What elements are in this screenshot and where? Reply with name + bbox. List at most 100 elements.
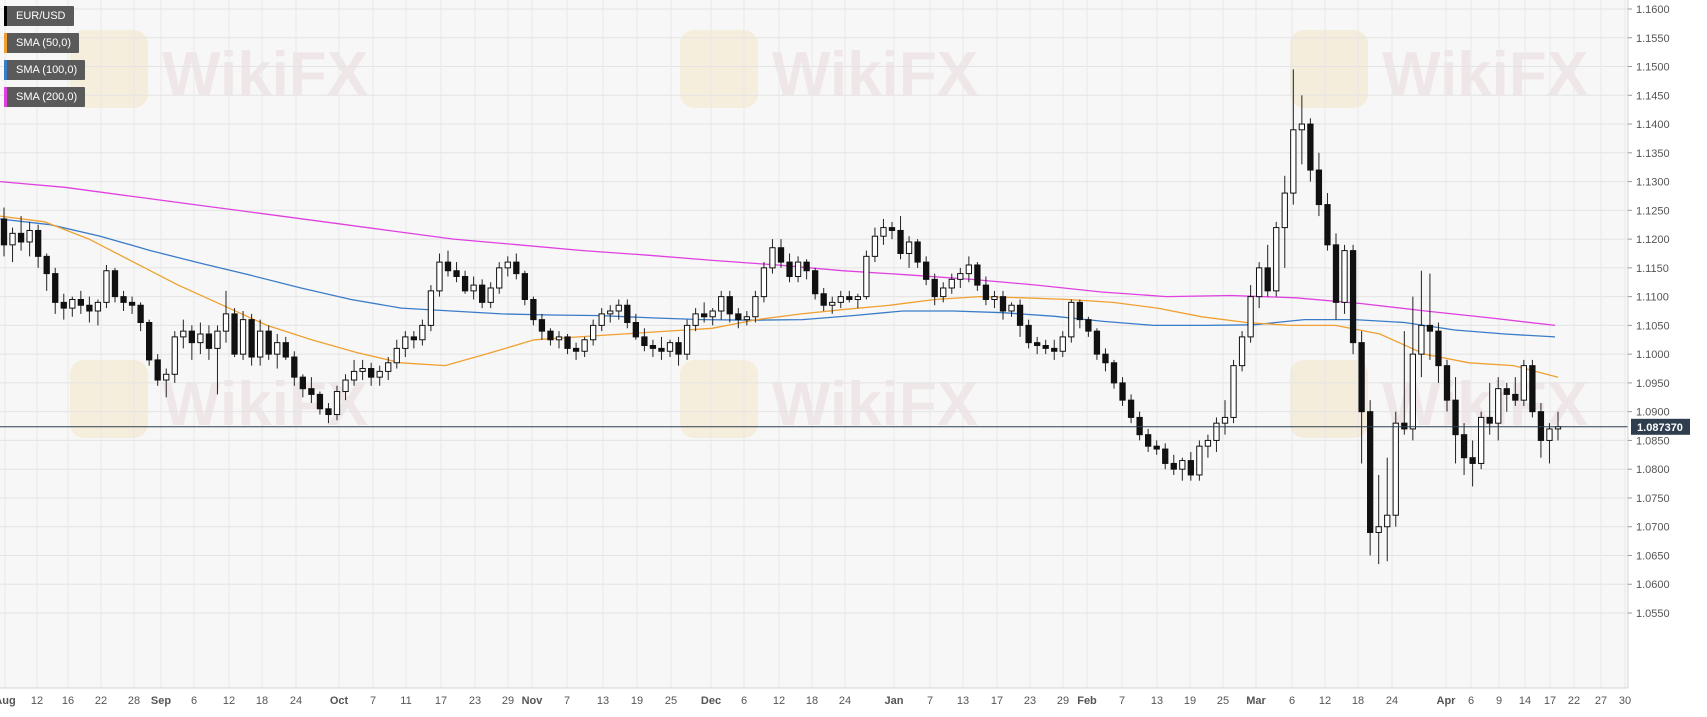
candle-down	[205, 333, 213, 349]
candle-down	[231, 313, 238, 355]
x-tick-label: 12	[1319, 695, 1331, 707]
candle-up	[385, 362, 392, 372]
candle-up	[880, 227, 887, 237]
x-tick-label: 6	[1289, 695, 1295, 707]
candle-down	[923, 261, 930, 280]
candle-up	[1478, 416, 1485, 464]
candle-up	[957, 273, 964, 280]
y-tick-label: 1.1600	[1636, 4, 1670, 16]
x-tick-label: 16	[62, 695, 74, 707]
watermark-text: WikiFX	[162, 370, 368, 439]
candle-up	[615, 304, 622, 312]
candle-down	[564, 336, 571, 349]
candle-up	[342, 379, 349, 393]
legend-item-sma200[interactable]: SMA (200,0)	[4, 87, 86, 107]
watermark-logo	[70, 360, 148, 438]
watermark: WikiFX	[680, 360, 978, 439]
candle-down	[248, 319, 255, 358]
y-tick-label: 1.0650	[1636, 550, 1670, 562]
candle-down	[77, 298, 84, 306]
x-tick-label: 6	[191, 695, 197, 707]
candle-up	[555, 336, 563, 341]
legend-item-sma100[interactable]: SMA (100,0)	[4, 60, 86, 80]
candle-up	[1546, 428, 1553, 441]
candle-down	[914, 241, 921, 263]
x-tick-label: 7	[370, 695, 376, 707]
candle-up	[1204, 439, 1212, 447]
candle-down	[513, 261, 520, 275]
candle-down	[974, 264, 981, 286]
candle-down	[410, 336, 417, 341]
candle-down	[299, 376, 306, 390]
x-tick-label: 24	[1386, 695, 1398, 707]
candle-up	[1247, 296, 1254, 338]
candle-up	[718, 296, 725, 312]
legend-label: SMA (200,0)	[16, 91, 78, 103]
candle-down	[1051, 347, 1058, 352]
legend-item-sma50[interactable]: SMA (50,0)	[4, 33, 80, 53]
candle-up	[359, 368, 366, 372]
candle-down	[52, 273, 59, 303]
candle-up	[1281, 192, 1288, 229]
candle-up	[769, 247, 776, 269]
candle-down	[641, 336, 648, 347]
candle-up	[607, 310, 614, 315]
candle-down	[453, 270, 460, 277]
candle-down	[17, 232, 25, 243]
candle-up	[197, 333, 204, 344]
candle-down	[726, 296, 733, 315]
candle-down	[1162, 448, 1169, 464]
x-tick-label: 22	[95, 695, 107, 707]
candle-down	[479, 284, 486, 303]
candle-down	[1016, 304, 1024, 326]
candle-down	[316, 393, 324, 410]
y-tick-label: 1.1300	[1636, 177, 1670, 189]
candle-down	[1307, 123, 1314, 171]
candle-down	[1332, 244, 1340, 303]
candle-down	[538, 319, 546, 332]
watermark-text: WikiFX	[1382, 370, 1588, 439]
x-tick-label: 28	[128, 695, 140, 707]
candle-down	[111, 270, 119, 298]
candle-down	[308, 388, 315, 395]
x-tick-label: Jan	[885, 695, 904, 707]
y-tick-label: 1.1200	[1636, 234, 1670, 246]
candle-up	[752, 296, 759, 318]
candle-up	[171, 336, 178, 375]
candle-up	[163, 373, 170, 381]
x-tick-label: 29	[1057, 695, 1069, 707]
candle-down	[1349, 250, 1357, 344]
candle-up	[9, 232, 16, 246]
y-tick-label: 1.1500	[1636, 62, 1670, 74]
candle-up	[581, 339, 588, 352]
candle-down	[1136, 416, 1143, 436]
candle-down	[820, 293, 827, 306]
y-tick-label: 1.0550	[1636, 608, 1670, 620]
y-tick-label: 1.1250	[1636, 205, 1670, 217]
candle-down	[931, 278, 938, 298]
candle-up	[991, 296, 998, 300]
candle-down	[1170, 462, 1177, 470]
legend-item-eurusd[interactable]: EUR/USD	[4, 6, 74, 26]
candle-up	[666, 342, 674, 352]
x-tick-label: 14	[1519, 695, 1531, 707]
candle-down	[146, 322, 153, 361]
watermark-logo	[1290, 360, 1368, 438]
candle-down	[154, 359, 161, 381]
candle-down	[368, 368, 375, 378]
candle-down	[1503, 388, 1510, 395]
candle-down	[291, 356, 298, 378]
x-tick-label: 17	[435, 695, 447, 707]
legend-label: EUR/USD	[16, 10, 66, 22]
watermark-logo	[70, 30, 148, 108]
candle-down	[786, 261, 793, 277]
candle-up	[1520, 365, 1527, 401]
watermark: WikiFX	[680, 30, 978, 109]
candle-up	[1341, 250, 1348, 303]
candle-down	[188, 330, 195, 344]
candle-down	[1529, 365, 1536, 413]
x-tick-label: 29	[502, 695, 514, 707]
watermark: WikiFX	[1290, 30, 1588, 109]
